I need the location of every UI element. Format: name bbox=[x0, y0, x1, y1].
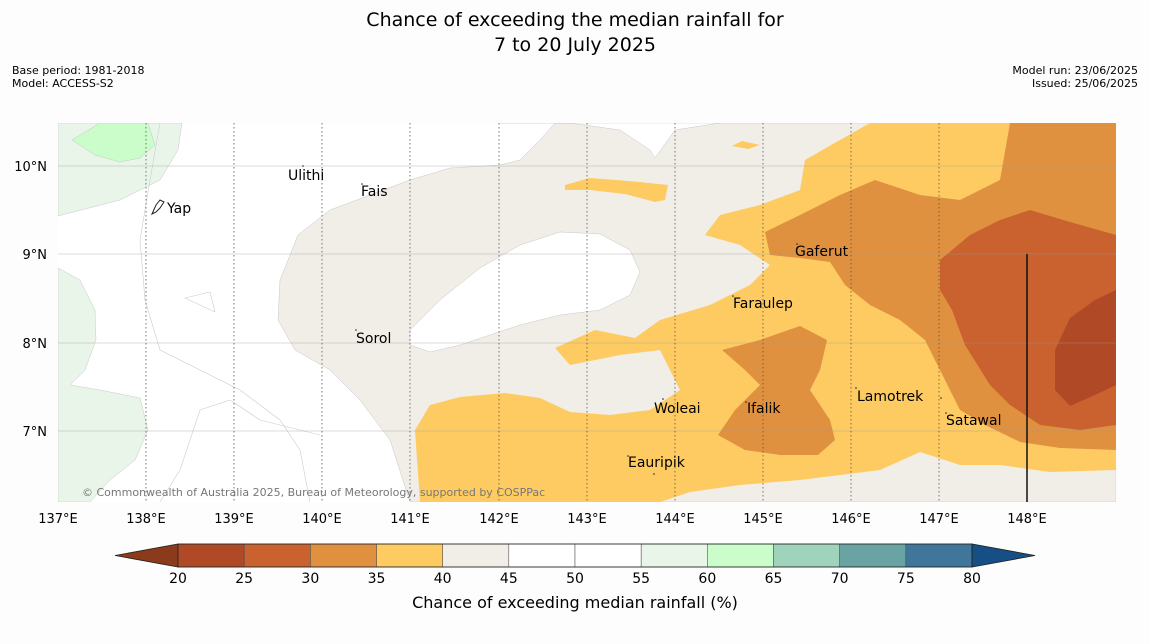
title-line-2: 7 to 20 July 2025 bbox=[493, 34, 657, 56]
issued-text: Issued: 25/06/2025 bbox=[1031, 77, 1138, 90]
lon-label-138e: 138°E bbox=[126, 512, 166, 527]
colorbar-bin bbox=[376, 543, 443, 568]
place-markers bbox=[302, 165, 947, 475]
colorbar-tick-label: 30 bbox=[301, 571, 319, 587]
title-line-1: Chance of exceeding the median rainfall … bbox=[366, 9, 784, 31]
metadata-left: Base period: 1981-2018 Model: ACCESS-S2 bbox=[12, 64, 144, 90]
place-label-sorol: Sorol bbox=[356, 331, 391, 347]
base-period-text: Base period: 1981-2018 bbox=[12, 64, 145, 77]
colorbar-tick-label: 80 bbox=[963, 571, 981, 587]
colorbar-bin bbox=[905, 543, 973, 568]
colorbar-tick-label: 60 bbox=[698, 571, 716, 587]
colorbar-bin bbox=[243, 543, 311, 568]
colorbar bbox=[114, 543, 1036, 568]
region-50-55-hole-central bbox=[409, 231, 641, 353]
place-label-gaferut: Gaferut bbox=[795, 244, 849, 260]
region-20-25 bbox=[1055, 290, 1116, 406]
contour-line-3 bbox=[159, 399, 321, 502]
colorbar-tick-label: 65 bbox=[765, 571, 783, 587]
longitude-gridlines bbox=[145, 123, 940, 502]
place-label-eauripik: Eauripik bbox=[628, 455, 686, 471]
lon-label-143e: 143°E bbox=[567, 512, 607, 527]
lon-label-144e: 144°E bbox=[655, 512, 695, 527]
place-label-ulithi: Ulithi bbox=[288, 168, 324, 184]
region-60-65-northwest bbox=[71, 123, 156, 163]
lat-label-8n: 8°N bbox=[23, 337, 48, 352]
colorbar-extend-low bbox=[114, 543, 179, 568]
yap-island-outline bbox=[150, 199, 165, 216]
colorbar-outline bbox=[177, 543, 973, 568]
colorbar-bin bbox=[442, 543, 510, 568]
colorbar-tick-label: 40 bbox=[434, 571, 452, 587]
colorbar-bin bbox=[640, 543, 708, 568]
lat-label-10n: 10°N bbox=[14, 160, 47, 175]
model-text: Model: ACCESS-S2 bbox=[12, 77, 114, 90]
colorbar-bin bbox=[177, 543, 245, 568]
lon-label-146e: 146°E bbox=[831, 512, 871, 527]
copyright-notice: © Commonwealth of Australia 2025, Bureau… bbox=[82, 486, 545, 499]
lon-label-142e: 142°E bbox=[479, 512, 519, 527]
place-label-faraulep: Faraulep bbox=[733, 296, 793, 312]
region-55-60-west bbox=[58, 267, 149, 502]
colorbar-tick-label: 75 bbox=[897, 571, 915, 587]
lon-label-148e: 148°E bbox=[1007, 512, 1047, 527]
map-area[interactable]: Ulithi Fais Yap Gaferut Faraulep Sorol W… bbox=[58, 123, 1116, 502]
lon-label-141e: 141°E bbox=[390, 512, 430, 527]
colorbar-tick-label: 35 bbox=[368, 571, 386, 587]
colorbar-tick-label: 45 bbox=[500, 571, 518, 587]
colorbar-bin bbox=[574, 543, 642, 568]
metadata-right: Model run: 23/06/2025 Issued: 25/06/2025 bbox=[1012, 64, 1138, 90]
colorbar-bin bbox=[773, 543, 840, 568]
place-label-woleai: Woleai bbox=[654, 401, 701, 417]
lon-label-147e: 147°E bbox=[919, 512, 959, 527]
place-label-lamotrek: Lamotrek bbox=[857, 389, 924, 405]
longitude-tick-labels: 137°E 138°E 139°E 140°E 141°E 142°E 143°… bbox=[38, 512, 1047, 527]
colorbar-extend-high bbox=[971, 543, 1036, 568]
region-35-40-patch bbox=[565, 178, 668, 202]
lon-label-140e: 140°E bbox=[302, 512, 342, 527]
place-label-yap: Yap bbox=[166, 201, 191, 217]
contour-line-1 bbox=[139, 123, 311, 502]
region-30-35-central bbox=[718, 326, 835, 455]
colorbar-label: Chance of exceeding median rainfall (%) bbox=[412, 593, 738, 612]
latitude-tick-labels: 10°N 9°N 8°N 7°N bbox=[14, 160, 47, 440]
region-35-40-small bbox=[732, 141, 760, 149]
lat-label-7n: 7°N bbox=[23, 425, 48, 440]
colorbar-tick-labels: 20 25 30 35 40 45 50 55 60 65 70 75 80 bbox=[169, 571, 981, 587]
colorbar-bin bbox=[839, 543, 907, 568]
model-run-text: Model run: 23/06/2025 bbox=[1012, 64, 1138, 77]
colorbar-tick-label: 25 bbox=[235, 571, 253, 587]
region-50-55-hole-north bbox=[500, 123, 721, 159]
place-label-satawal: Satawal bbox=[946, 413, 1001, 429]
contour-line-2 bbox=[184, 291, 216, 313]
colorbar-bin bbox=[508, 543, 576, 568]
colorbar-tick-label: 70 bbox=[831, 571, 849, 587]
chart-title: Chance of exceeding the median rainfall … bbox=[0, 8, 1150, 58]
colorbar-bin bbox=[707, 543, 774, 568]
place-label-fais: Fais bbox=[361, 184, 388, 200]
colorbar-bin bbox=[310, 543, 377, 568]
lon-label-139e: 139°E bbox=[214, 512, 254, 527]
lat-label-9n: 9°N bbox=[23, 248, 48, 263]
lon-label-137e: 137°E bbox=[38, 512, 78, 527]
colorbar-tick-label: 55 bbox=[632, 571, 650, 587]
colorbar-tick-label: 50 bbox=[566, 571, 584, 587]
colorbar-tick-label: 20 bbox=[169, 571, 187, 587]
lon-label-145e: 145°E bbox=[743, 512, 783, 527]
place-label-ifalik: Ifalik bbox=[747, 401, 781, 417]
